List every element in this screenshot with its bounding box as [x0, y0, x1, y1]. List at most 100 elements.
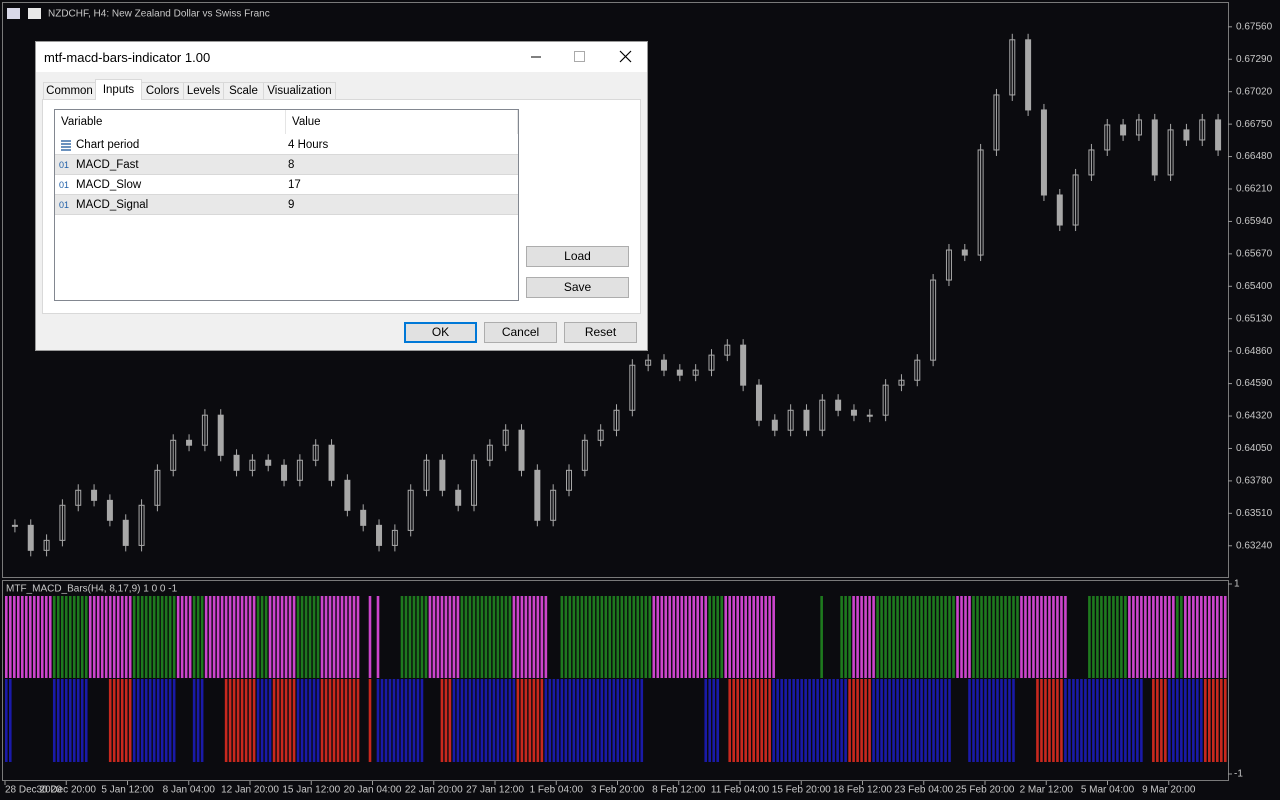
histogram-bar — [236, 679, 240, 762]
ok-button[interactable]: OK — [404, 322, 477, 343]
tab[interactable]: Scale — [223, 82, 264, 99]
histogram-bar — [156, 596, 160, 678]
histogram-bar — [536, 679, 540, 762]
histogram-bar — [984, 596, 987, 678]
x-tick-label: 8 Jan 04:00 — [163, 785, 216, 796]
histogram-bar — [652, 596, 656, 678]
tab[interactable]: Common — [43, 82, 96, 99]
variable-value[interactable]: 9 — [288, 199, 295, 211]
candle-body — [1040, 109, 1047, 196]
candle-body — [265, 459, 272, 466]
table-row[interactable]: 01 MACD_Signal 9 — [55, 195, 518, 215]
save-button[interactable]: Save — [526, 277, 629, 298]
candle-body — [534, 469, 541, 521]
histogram-bar — [1020, 596, 1023, 678]
y-tick-label: 0.65940 — [1236, 216, 1273, 227]
histogram-bar — [1124, 596, 1127, 678]
candle-body — [724, 344, 731, 356]
tab[interactable]: Inputs — [95, 79, 142, 100]
reset-button[interactable]: Reset — [564, 322, 637, 343]
y-tick-label: 0.63240 — [1236, 540, 1273, 551]
histogram-bar — [216, 596, 220, 678]
histogram-bar — [836, 679, 839, 762]
histogram-bar — [1184, 596, 1187, 678]
histogram-bar — [1008, 596, 1011, 678]
histogram-bar — [320, 596, 324, 678]
histogram-bar — [1088, 596, 1091, 678]
histogram-bar — [636, 679, 640, 762]
candle-body — [597, 429, 604, 441]
histogram-bar — [164, 679, 168, 762]
histogram-bar — [540, 596, 544, 678]
x-tick-label: 28 Dec 2020 — [5, 785, 62, 796]
histogram-bar — [300, 679, 304, 762]
close[interactable] — [619, 50, 632, 63]
variable-value[interactable]: 8 — [288, 159, 295, 171]
histogram-bar — [148, 679, 152, 762]
histogram-bar — [1000, 596, 1003, 678]
tab[interactable]: Visualization — [263, 82, 336, 99]
histogram-bar — [164, 596, 168, 678]
histogram-bar — [880, 596, 883, 678]
variable-value[interactable]: 4 Hours — [288, 139, 329, 151]
candle-body — [835, 399, 842, 411]
tab[interactable]: Colors — [141, 82, 184, 99]
table-row[interactable]: 01 MACD_Fast 8 — [55, 155, 518, 175]
histogram-bar — [688, 596, 692, 678]
histogram-bar — [1088, 679, 1091, 762]
table-row[interactable]: Chart period 4 Hours — [55, 135, 518, 155]
histogram-bar — [952, 596, 955, 678]
histogram-bar — [1160, 596, 1163, 678]
histogram-bar — [340, 679, 344, 762]
maximize[interactable] — [574, 51, 585, 62]
histogram-bar — [540, 679, 544, 762]
load-button[interactable]: Load — [526, 246, 629, 267]
tab[interactable]: Levels — [183, 82, 224, 99]
x-tick-label: 27 Jan 12:00 — [466, 785, 524, 796]
histogram-bar — [580, 679, 584, 762]
histogram-bar — [412, 679, 416, 762]
candle-body — [755, 384, 762, 421]
indicator-label: MTF_MACD_Bars(H4, 8,17,9) 1 0 0 -1 — [6, 584, 178, 595]
histogram-bar — [624, 596, 628, 678]
histogram-bar — [788, 679, 791, 762]
variable-value[interactable]: 17 — [288, 179, 301, 191]
histogram-bar — [896, 679, 899, 762]
histogram-bar — [748, 596, 751, 678]
column-header[interactable]: Variable — [55, 110, 286, 134]
cancel-button[interactable]: Cancel — [484, 322, 557, 343]
histogram-bar — [1084, 679, 1087, 762]
candle-body — [201, 414, 208, 446]
histogram-bar — [1012, 679, 1015, 762]
histogram-bar — [768, 679, 771, 762]
histogram-bar — [508, 679, 512, 762]
histogram-bar — [644, 596, 648, 678]
histogram-bar — [460, 679, 464, 762]
histogram-bar — [76, 596, 80, 678]
column-header[interactable]: Value — [286, 110, 518, 134]
histogram-bar — [628, 679, 632, 762]
histogram-bar — [752, 679, 755, 762]
histogram-bar — [940, 679, 943, 762]
histogram-bar — [420, 679, 424, 762]
histogram-bar — [48, 596, 52, 678]
histogram-bar — [1104, 596, 1107, 678]
histogram-bar — [976, 679, 979, 762]
histogram-bar — [1024, 596, 1027, 678]
histogram-bar — [148, 596, 152, 678]
histogram-bar — [912, 679, 915, 762]
histogram-bar — [336, 596, 340, 678]
histogram-bar — [504, 679, 508, 762]
histogram-bar — [904, 679, 907, 762]
histogram-bar — [204, 596, 208, 678]
table-row[interactable]: 01 MACD_Slow 17 — [55, 175, 518, 195]
histogram-bar — [5, 596, 8, 678]
histogram-bar — [728, 679, 732, 762]
candle-body — [154, 469, 161, 506]
candle-body — [518, 429, 525, 471]
histogram-bar — [296, 679, 300, 762]
histogram-bar — [1168, 679, 1171, 762]
candle-body — [1056, 194, 1063, 226]
histogram-bar — [1156, 679, 1159, 762]
histogram-bar — [1016, 596, 1019, 678]
